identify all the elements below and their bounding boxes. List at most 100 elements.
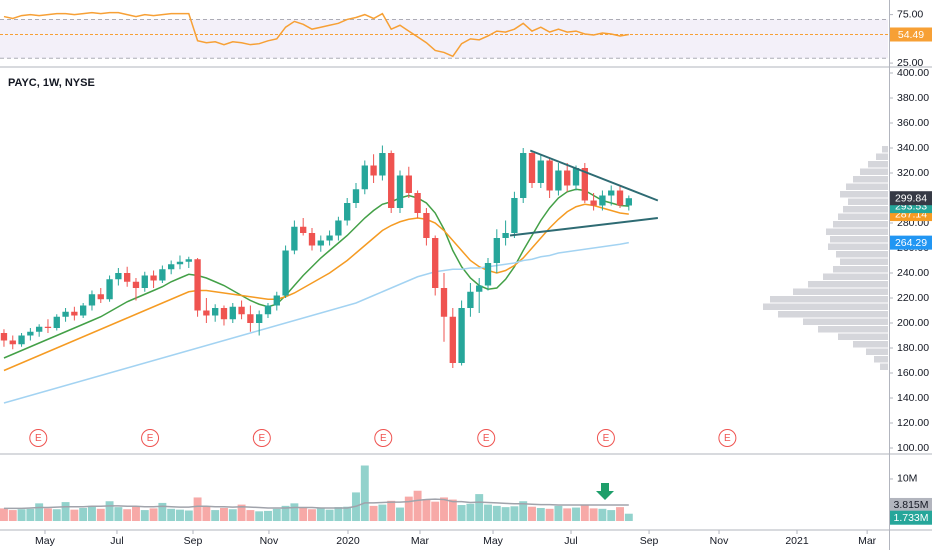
volume-profile-bar	[830, 236, 888, 243]
candle-body	[581, 168, 588, 201]
y-tick-label: 160.00	[897, 367, 929, 379]
volume-bar	[281, 505, 290, 522]
volume-bar	[246, 510, 255, 522]
moving-average	[3, 188, 629, 359]
candle-body	[176, 261, 184, 265]
earnings-marker	[141, 429, 160, 447]
candle-body	[194, 259, 201, 311]
volume-bar	[290, 503, 299, 522]
candle-body	[317, 240, 324, 246]
volume-bar	[457, 505, 466, 522]
volume-bar	[61, 502, 70, 522]
volume-profile-bar	[803, 318, 888, 325]
rsi-tick-label: 25.00	[897, 57, 923, 69]
volume-bar	[211, 510, 220, 522]
volume-profile-bar	[808, 281, 888, 288]
volume-bar	[396, 507, 404, 522]
candle-body	[212, 308, 219, 316]
volume-bar	[176, 509, 184, 522]
volume-bar	[96, 508, 105, 522]
volume-bar	[343, 506, 352, 522]
y-tick-label: 140.00	[897, 392, 929, 404]
earnings-label: E	[380, 433, 387, 444]
volume-label-box	[890, 510, 932, 525]
earnings-marker	[596, 429, 615, 447]
candle-body	[308, 233, 316, 246]
candle-body	[115, 273, 122, 280]
volume-bar	[88, 505, 96, 522]
x-tick-label: Sep	[640, 535, 659, 547]
volume-bar	[26, 508, 35, 522]
volume-bar	[616, 507, 624, 522]
y-tick-label: 320.00	[897, 167, 929, 179]
volume-profile-bar	[882, 146, 888, 153]
annotation-arrow	[596, 483, 614, 500]
volume-profile-bar	[838, 333, 888, 340]
volume-bar	[431, 501, 440, 522]
candle-body	[537, 160, 544, 183]
moving-average	[3, 241, 629, 404]
chart-title: PAYC, 1W, NYSE	[8, 77, 95, 89]
y-tick-label: 360.00	[897, 117, 929, 129]
x-tick-label: Nov	[710, 535, 729, 547]
volume-bar	[580, 505, 589, 522]
candle-body	[273, 295, 280, 306]
volume-profile-bar	[868, 161, 888, 168]
earnings-marker	[718, 429, 737, 447]
volume-bar	[140, 510, 149, 522]
volume-bar	[149, 508, 158, 522]
candle-body	[97, 294, 104, 300]
candle-body	[423, 213, 430, 238]
x-tick-label: May	[483, 535, 504, 547]
candle-body	[388, 153, 395, 208]
volume-bar	[510, 506, 519, 522]
volume-bar	[440, 497, 448, 522]
volume-bar	[536, 507, 545, 522]
candle-body	[300, 226, 307, 233]
volume-bar	[184, 510, 193, 522]
candle-body	[53, 316, 60, 328]
candle-body	[449, 316, 456, 363]
volume-bar	[325, 509, 334, 522]
volume-bar	[448, 499, 457, 522]
volume-profile-bar	[853, 176, 888, 183]
y-tick-label: 400.00	[897, 67, 929, 79]
x-tick-label: 2021	[785, 535, 809, 547]
y-tick-label: 380.00	[897, 92, 929, 104]
volume-label: 3.815M	[893, 499, 928, 511]
candle-body	[291, 226, 298, 251]
candle-body	[62, 311, 69, 317]
volume-bar	[17, 509, 26, 522]
rsi-line	[3, 11, 629, 58]
x-tick-label: May	[35, 535, 56, 547]
candle-body	[185, 259, 192, 262]
volume-bar	[228, 509, 237, 522]
volume-profile-bar	[826, 228, 888, 235]
candle-body	[458, 308, 465, 363]
candle-body	[71, 311, 78, 316]
y-tick-label: 200.00	[897, 317, 929, 329]
volume-bar	[466, 503, 475, 522]
volume-bar	[369, 505, 378, 522]
moving-average	[3, 203, 629, 372]
volume-bar	[334, 507, 343, 522]
volume-bar	[255, 511, 264, 522]
candle-body	[599, 195, 606, 206]
candle-body	[546, 160, 553, 191]
x-tick-label: 2020	[336, 535, 360, 547]
candle-body	[572, 168, 580, 186]
volume-profile-bar	[823, 273, 888, 280]
volume-bar	[413, 490, 422, 522]
candle-body	[396, 175, 404, 208]
candle-body	[616, 190, 624, 206]
volume-profile-bar	[848, 198, 888, 205]
volume-profile-bar	[846, 183, 888, 190]
volume-profile-bar	[763, 303, 888, 310]
candle-body	[88, 294, 96, 306]
volume-bar	[308, 509, 316, 522]
x-tick-label: Mar	[858, 535, 877, 547]
candle-body	[608, 190, 615, 196]
y-tick-label: 120.00	[897, 417, 929, 429]
